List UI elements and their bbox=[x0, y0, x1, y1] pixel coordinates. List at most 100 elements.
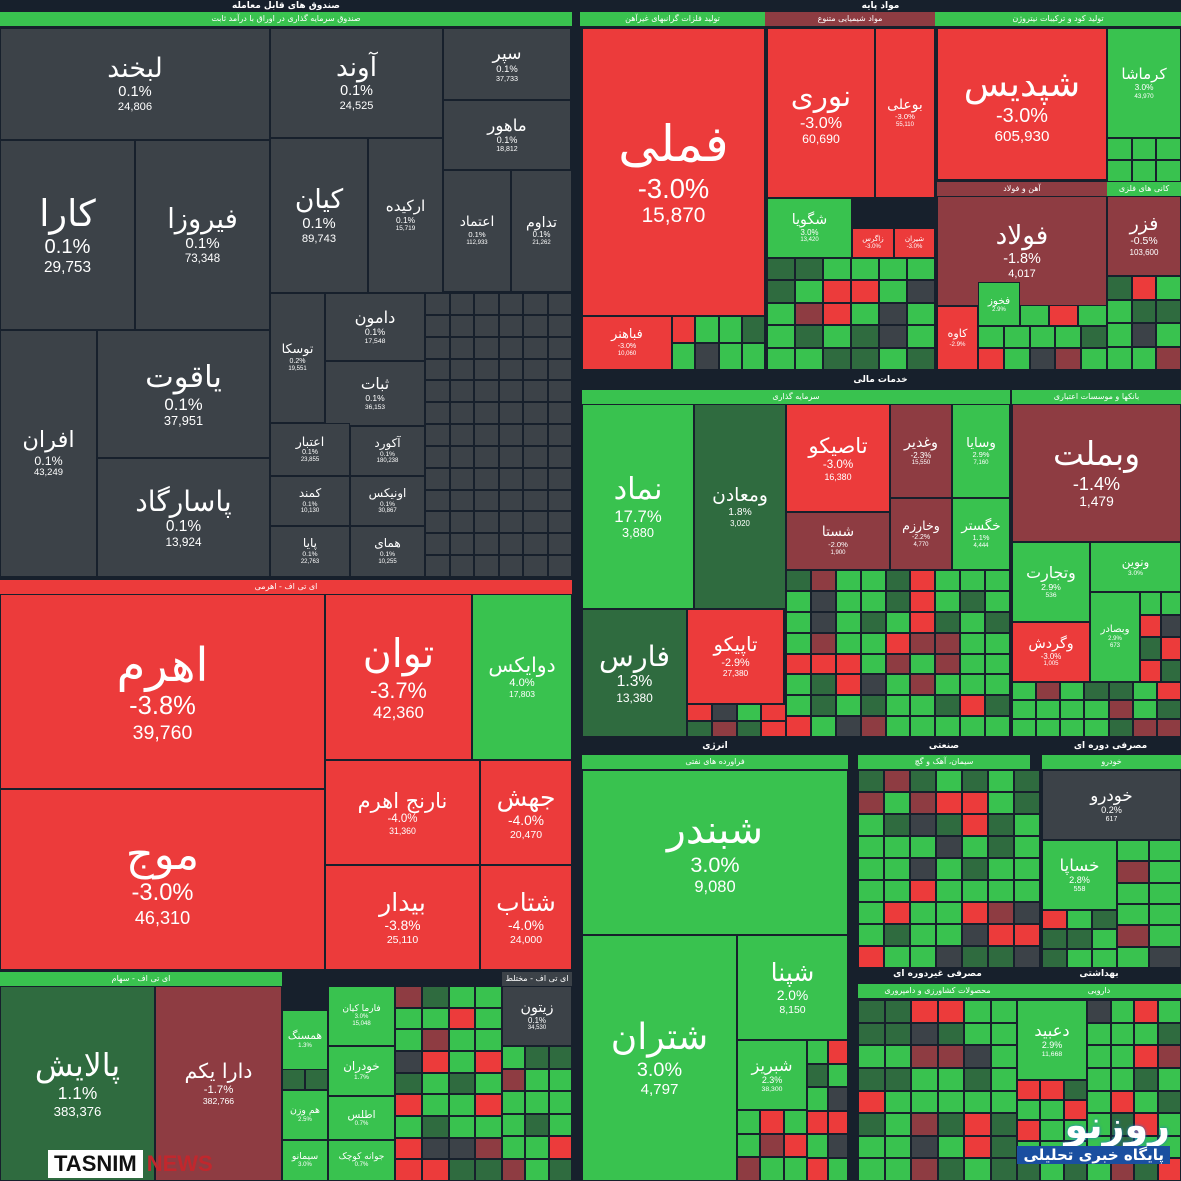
small-stock-tile[interactable] bbox=[911, 1022, 938, 1046]
small-stock-tile[interactable] bbox=[884, 1090, 911, 1114]
small-stock-tile[interactable] bbox=[523, 533, 548, 556]
small-stock-tile[interactable] bbox=[547, 511, 572, 534]
small-stock-tile[interactable] bbox=[1107, 323, 1132, 347]
small-stock-tile[interactable] bbox=[449, 314, 474, 337]
small-stock-tile[interactable] bbox=[985, 716, 1010, 737]
small-stock-tile[interactable] bbox=[1042, 948, 1067, 968]
small-stock-tile[interactable] bbox=[936, 770, 962, 792]
small-stock-tile[interactable] bbox=[910, 836, 936, 858]
small-stock-tile[interactable] bbox=[936, 858, 962, 880]
small-stock-tile[interactable] bbox=[547, 358, 572, 381]
small-stock-tile[interactable] bbox=[425, 314, 450, 337]
small-stock-tile[interactable] bbox=[990, 1090, 1017, 1114]
small-stock-tile[interactable] bbox=[960, 611, 986, 633]
small-stock-tile[interactable] bbox=[1014, 836, 1040, 858]
small-stock-tile[interactable] bbox=[395, 1072, 422, 1095]
small-stock-tile[interactable] bbox=[1049, 304, 1078, 326]
small-stock-tile[interactable] bbox=[823, 302, 851, 326]
small-stock-tile[interactable] bbox=[547, 467, 572, 490]
small-stock-tile[interactable] bbox=[718, 316, 742, 343]
small-stock-tile[interactable] bbox=[827, 1110, 848, 1134]
small-stock-tile[interactable] bbox=[1107, 160, 1132, 182]
stock-tile[interactable]: بیدار -3.8% 25,110 bbox=[325, 865, 480, 970]
small-stock-tile[interactable] bbox=[523, 511, 548, 534]
small-stock-tile[interactable] bbox=[1040, 1120, 1064, 1141]
small-stock-tile[interactable] bbox=[1036, 718, 1061, 737]
small-stock-tile[interactable] bbox=[1131, 346, 1157, 370]
small-stock-tile[interactable] bbox=[548, 1113, 572, 1136]
small-stock-tile[interactable] bbox=[502, 1046, 526, 1069]
small-stock-tile[interactable] bbox=[1117, 861, 1149, 883]
stock-tile[interactable]: نارنج اهرم -4.0% 31,360 bbox=[325, 760, 480, 865]
small-stock-tile[interactable] bbox=[1149, 946, 1181, 968]
small-stock-tile[interactable] bbox=[474, 467, 499, 490]
small-stock-tile[interactable] bbox=[851, 325, 879, 348]
stock-tile[interactable]: ماهور 0.1% 18,812 bbox=[443, 100, 571, 170]
small-stock-tile[interactable] bbox=[1131, 299, 1157, 323]
stock-tile[interactable]: دامون 0.1% 17,548 bbox=[325, 293, 425, 361]
small-stock-tile[interactable] bbox=[990, 1045, 1017, 1068]
stock-tile[interactable]: ونوین 3.0% bbox=[1090, 542, 1181, 592]
small-stock-tile[interactable] bbox=[1108, 718, 1133, 737]
stock-tile[interactable]: نوری -3.0% 60,690 bbox=[767, 28, 875, 198]
small-stock-tile[interactable] bbox=[858, 1090, 885, 1114]
small-stock-tile[interactable] bbox=[1156, 276, 1181, 300]
small-stock-tile[interactable] bbox=[988, 880, 1014, 902]
small-stock-tile[interactable] bbox=[474, 314, 499, 337]
small-stock-tile[interactable] bbox=[395, 1137, 422, 1160]
small-stock-tile[interactable] bbox=[475, 1007, 502, 1030]
small-stock-tile[interactable] bbox=[990, 1135, 1017, 1159]
stock-tile[interactable]: فزر -0.5% 103,600 bbox=[1107, 196, 1181, 276]
stock-tile[interactable]: خساپا 2.8% 558 bbox=[1042, 840, 1117, 910]
small-stock-tile[interactable] bbox=[807, 1087, 828, 1111]
small-stock-tile[interactable] bbox=[879, 347, 907, 370]
small-stock-tile[interactable] bbox=[1012, 700, 1037, 719]
small-stock-tile[interactable] bbox=[1110, 1067, 1134, 1091]
small-stock-tile[interactable] bbox=[1084, 700, 1109, 719]
stock-tile[interactable]: فیروزا 0.1% 73,348 bbox=[135, 140, 270, 330]
small-stock-tile[interactable] bbox=[498, 293, 523, 315]
stock-tile[interactable]: کاوه -2.9% bbox=[937, 306, 978, 370]
small-stock-tile[interactable] bbox=[786, 674, 811, 696]
small-stock-tile[interactable] bbox=[498, 467, 523, 490]
small-stock-tile[interactable] bbox=[1131, 276, 1157, 300]
small-stock-tile[interactable] bbox=[1063, 1100, 1087, 1121]
small-stock-tile[interactable] bbox=[1134, 1022, 1158, 1046]
small-stock-tile[interactable] bbox=[474, 293, 499, 315]
small-stock-tile[interactable] bbox=[548, 1068, 572, 1091]
small-stock-tile[interactable] bbox=[1156, 138, 1181, 160]
small-stock-tile[interactable] bbox=[449, 358, 474, 381]
stock-tile[interactable]: یاقوت 0.1% 37,951 bbox=[97, 330, 270, 458]
stock-tile[interactable]: آوند 0.1% 24,525 bbox=[270, 28, 443, 138]
small-stock-tile[interactable] bbox=[1014, 880, 1040, 902]
small-stock-tile[interactable] bbox=[395, 1116, 422, 1138]
small-stock-tile[interactable] bbox=[449, 424, 474, 446]
small-stock-tile[interactable] bbox=[1108, 682, 1133, 701]
small-stock-tile[interactable] bbox=[960, 570, 986, 591]
stock-tile[interactable]: زیتون 0.1% 34,530 bbox=[502, 986, 572, 1046]
small-stock-tile[interactable] bbox=[884, 1022, 911, 1046]
small-stock-tile[interactable] bbox=[1157, 1067, 1181, 1091]
small-stock-tile[interactable] bbox=[985, 590, 1010, 612]
stock-tile[interactable]: پاسارگاد 0.1% 13,924 bbox=[97, 458, 270, 577]
small-stock-tile[interactable] bbox=[523, 314, 548, 337]
small-stock-tile[interactable] bbox=[935, 716, 961, 737]
small-stock-tile[interactable] bbox=[990, 1000, 1017, 1023]
small-stock-tile[interactable] bbox=[910, 946, 936, 968]
small-stock-tile[interactable] bbox=[964, 1090, 991, 1114]
small-stock-tile[interactable] bbox=[475, 1116, 502, 1138]
small-stock-tile[interactable] bbox=[449, 336, 474, 359]
small-stock-tile[interactable] bbox=[884, 880, 910, 902]
small-stock-tile[interactable] bbox=[1160, 659, 1181, 682]
small-stock-tile[interactable] bbox=[988, 792, 1014, 814]
small-stock-tile[interactable] bbox=[910, 611, 936, 633]
small-stock-tile[interactable] bbox=[1157, 1022, 1181, 1046]
small-stock-tile[interactable] bbox=[835, 653, 861, 675]
small-stock-tile[interactable] bbox=[1160, 592, 1181, 615]
small-stock-tile[interactable] bbox=[860, 674, 886, 696]
small-stock-tile[interactable] bbox=[851, 280, 879, 303]
small-stock-tile[interactable] bbox=[807, 1040, 828, 1064]
stock-tile[interactable]: تاصیکو -3.0% 16,380 bbox=[786, 404, 890, 512]
small-stock-tile[interactable] bbox=[810, 570, 836, 591]
stock-tile[interactable]: شپدیس -3.0% 605,930 bbox=[937, 28, 1107, 180]
